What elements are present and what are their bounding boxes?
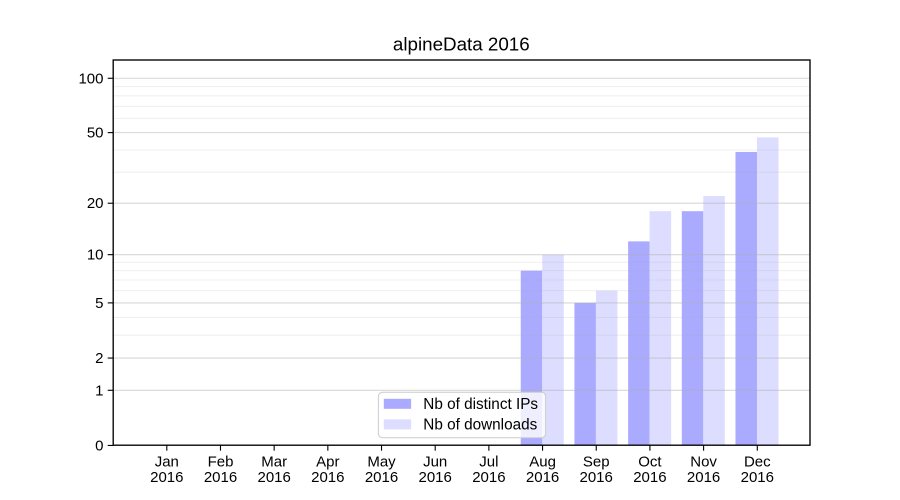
svg-text:50: 50	[87, 125, 104, 142]
svg-text:Nb of distinct IPs: Nb of distinct IPs	[423, 396, 538, 413]
svg-text:Nb of downloads: Nb of downloads	[423, 417, 537, 434]
svg-text:2016: 2016	[365, 469, 398, 486]
svg-text:Jun: Jun	[423, 453, 447, 470]
svg-text:May: May	[367, 453, 396, 470]
svg-text:2016: 2016	[204, 469, 237, 486]
svg-text:2016: 2016	[258, 469, 291, 486]
svg-text:2016: 2016	[687, 469, 720, 486]
svg-text:Apr: Apr	[316, 453, 339, 470]
svg-text:2016: 2016	[741, 469, 774, 486]
svg-text:Oct: Oct	[638, 453, 662, 470]
svg-text:Dec: Dec	[744, 453, 771, 470]
svg-text:2016: 2016	[150, 469, 183, 486]
svg-text:5: 5	[95, 295, 103, 312]
svg-text:1: 1	[95, 382, 103, 399]
svg-text:2016: 2016	[526, 469, 559, 486]
svg-text:Feb: Feb	[208, 453, 234, 470]
svg-text:Jan: Jan	[155, 453, 179, 470]
svg-text:Mar: Mar	[261, 453, 287, 470]
svg-text:2016: 2016	[633, 469, 666, 486]
svg-text:2: 2	[95, 350, 103, 367]
svg-text:100: 100	[78, 70, 103, 87]
svg-text:20: 20	[87, 195, 104, 212]
svg-text:2016: 2016	[580, 469, 613, 486]
svg-text:Sep: Sep	[583, 453, 610, 470]
svg-text:Aug: Aug	[529, 453, 556, 470]
svg-text:2016: 2016	[472, 469, 505, 486]
svg-text:2016: 2016	[419, 469, 452, 486]
svg-text:2016: 2016	[311, 469, 344, 486]
svg-text:Jul: Jul	[479, 453, 498, 470]
svg-text:alpineData 2016: alpineData 2016	[393, 34, 530, 55]
svg-text:10: 10	[87, 247, 104, 264]
svg-text:0: 0	[95, 437, 103, 454]
svg-text:Nov: Nov	[690, 453, 717, 470]
